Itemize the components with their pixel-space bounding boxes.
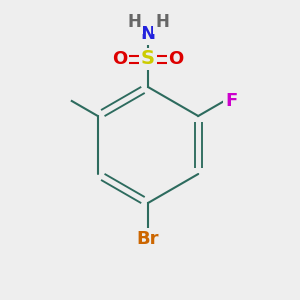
Text: H: H <box>155 13 169 31</box>
Text: F: F <box>225 92 237 110</box>
Text: N: N <box>140 25 155 43</box>
Text: O: O <box>168 50 184 68</box>
Text: O: O <box>112 50 128 68</box>
Text: Br: Br <box>137 230 159 248</box>
Text: S: S <box>141 50 155 68</box>
Text: H: H <box>127 13 141 31</box>
